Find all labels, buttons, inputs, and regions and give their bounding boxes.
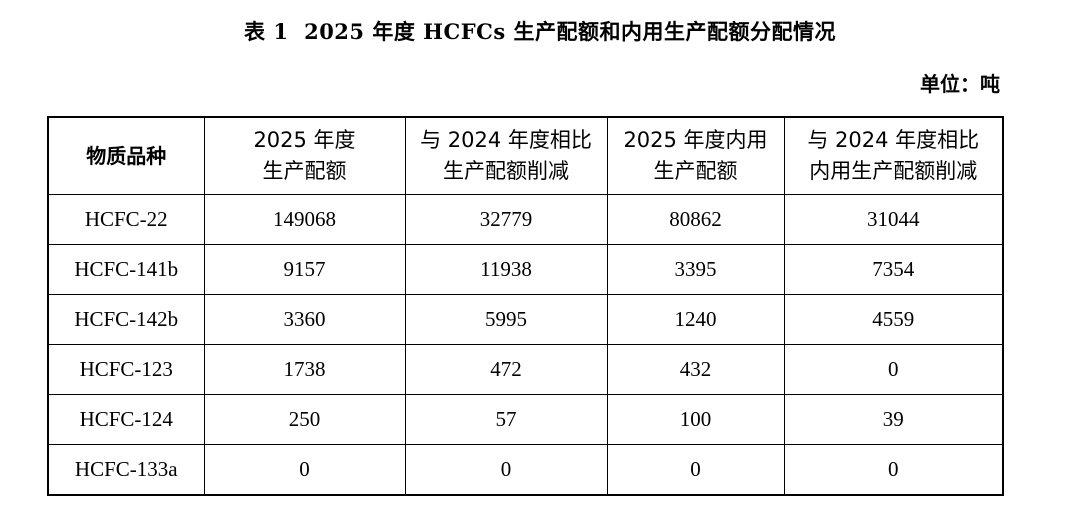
- cell-domestic-reduction: 0: [783, 344, 1004, 395]
- cell-production-reduction: 11938: [404, 244, 608, 295]
- table-row: HCFC-141b 9157 11938 3395 7354: [47, 244, 1004, 295]
- cell-substance: HCFC-124: [47, 394, 205, 445]
- cell-production-quota: 149068: [203, 194, 406, 245]
- table-row: HCFC-22 149068 32779 80862 31044: [47, 194, 1004, 245]
- cell-production-quota: 3360: [203, 294, 406, 345]
- cell-substance: HCFC-123: [47, 344, 205, 395]
- cell-domestic-quota: 1240: [606, 294, 785, 345]
- cell-domestic-quota: 0: [606, 444, 785, 496]
- cell-production-reduction: 57: [404, 394, 608, 445]
- cell-domestic-reduction: 31044: [783, 194, 1004, 245]
- quota-table: 物质品种 2025 年度 生产配额 与 2024 年度相比 生产配额削减 202…: [47, 116, 1004, 496]
- cell-domestic-quota: 432: [606, 344, 785, 395]
- cell-domestic-reduction: 0: [783, 444, 1004, 496]
- header-substance: 物质品种: [47, 116, 205, 195]
- cell-substance: HCFC-142b: [47, 294, 205, 345]
- table-row: HCFC-124 250 57 100 39: [47, 394, 1004, 445]
- cell-production-quota: 250: [203, 394, 406, 445]
- table-title: 表 1 2025 年度 HCFCs 生产配额和内用生产配额分配情况: [244, 19, 836, 44]
- unit-label: 单位：吨: [920, 72, 1000, 96]
- cell-domestic-reduction: 7354: [783, 244, 1004, 295]
- table-row: HCFC-142b 3360 5995 1240 4559: [47, 294, 1004, 345]
- table-row: HCFC-133a 0 0 0 0: [47, 444, 1004, 496]
- cell-domestic-quota: 100: [606, 394, 785, 445]
- cell-substance: HCFC-141b: [47, 244, 205, 295]
- cell-production-quota: 9157: [203, 244, 406, 295]
- cell-substance: HCFC-22: [47, 194, 205, 245]
- cell-production-quota: 0: [203, 444, 406, 496]
- cell-production-reduction: 32779: [404, 194, 608, 245]
- cell-domestic-reduction: 39: [783, 394, 1004, 445]
- header-row: 物质品种 2025 年度 生产配额 与 2024 年度相比 生产配额削减 202…: [47, 116, 1004, 195]
- cell-production-reduction: 5995: [404, 294, 608, 345]
- cell-domestic-quota: 3395: [606, 244, 785, 295]
- cell-production-quota: 1738: [203, 344, 406, 395]
- header-production-quota: 2025 年度 生产配额: [203, 116, 406, 195]
- header-domestic-quota: 2025 年度内用 生产配额: [606, 116, 785, 195]
- cell-production-reduction: 472: [404, 344, 608, 395]
- cell-substance: HCFC-133a: [47, 444, 205, 496]
- header-production-reduction: 与 2024 年度相比 生产配额削减: [404, 116, 608, 195]
- table-row: HCFC-123 1738 472 432 0: [47, 344, 1004, 395]
- cell-domestic-reduction: 4559: [783, 294, 1004, 345]
- cell-domestic-quota: 80862: [606, 194, 785, 245]
- cell-production-reduction: 0: [404, 444, 608, 496]
- header-domestic-reduction: 与 2024 年度相比 内用生产配额削减: [783, 116, 1004, 195]
